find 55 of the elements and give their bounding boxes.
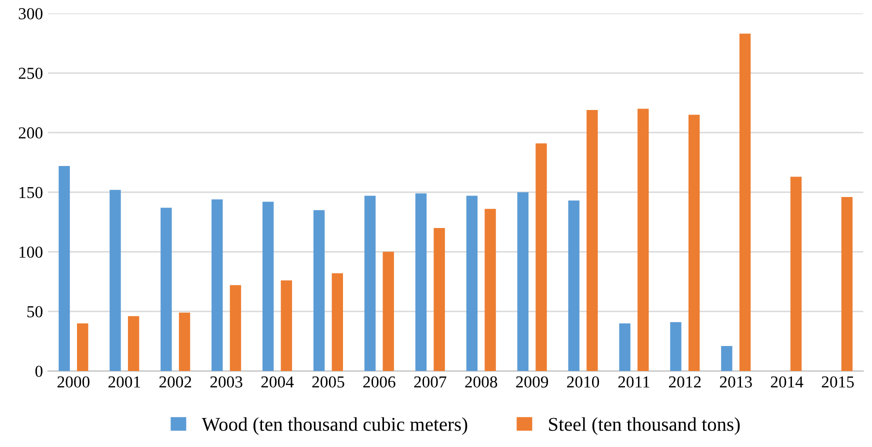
bar	[160, 208, 172, 372]
bar	[484, 208, 496, 372]
bar	[364, 196, 376, 372]
bar	[586, 110, 598, 372]
bar	[670, 322, 682, 372]
x-tick-label: 2010	[567, 376, 600, 388]
x-tick-label: 2012	[668, 376, 701, 388]
y-tick-label: 150	[20, 186, 42, 198]
x-tick-label: 2011	[618, 376, 650, 388]
bar	[841, 196, 853, 372]
bar	[313, 210, 325, 372]
bar	[230, 285, 242, 372]
legend-label: Wood (ten thousand cubic meters)	[202, 417, 468, 435]
bar	[128, 316, 140, 372]
bar	[536, 143, 547, 372]
x-tick-label: 2002	[159, 376, 192, 388]
legend-label: Steel (ten thousand tons)	[549, 417, 740, 435]
bar	[517, 192, 528, 372]
bar	[178, 312, 190, 372]
bar	[110, 190, 121, 372]
bar	[466, 196, 478, 372]
bar	[77, 323, 88, 372]
bar	[790, 176, 802, 372]
x-tick-label: 2004	[261, 376, 294, 388]
y-tick-label: 250	[18, 68, 42, 79]
bar	[212, 199, 223, 372]
bar	[619, 323, 630, 372]
x-tick-label: 2014	[770, 376, 804, 388]
bar	[721, 346, 732, 372]
y-tick-label: 50	[27, 306, 42, 318]
bar	[568, 200, 580, 372]
x-tick-label: 2000	[58, 376, 90, 388]
bar	[688, 114, 700, 372]
bar	[638, 108, 649, 372]
x-tick-label: 2003	[210, 376, 242, 388]
bar	[434, 228, 445, 372]
x-tick-label: 2008	[465, 376, 498, 388]
bar	[332, 273, 344, 372]
y-tick-label: 200	[18, 127, 42, 139]
x-tick-label: 2013	[720, 376, 752, 388]
y-tick-label: 0	[35, 366, 42, 377]
x-tick-label: 2006	[363, 376, 396, 388]
bar	[58, 166, 70, 372]
x-tick-label: 2009	[516, 376, 548, 388]
bar	[262, 202, 274, 372]
x-tick-label: 2005	[312, 376, 344, 388]
bar	[415, 193, 427, 372]
y-tick-label: 300	[18, 8, 42, 20]
bar	[280, 280, 292, 372]
x-tick-label: 2001	[108, 376, 140, 388]
x-tick-label: 2015	[822, 376, 854, 388]
x-tick-label: 2007	[414, 376, 446, 388]
bar	[739, 34, 751, 372]
y-tick-label: 100	[20, 246, 42, 258]
bar	[382, 252, 394, 372]
